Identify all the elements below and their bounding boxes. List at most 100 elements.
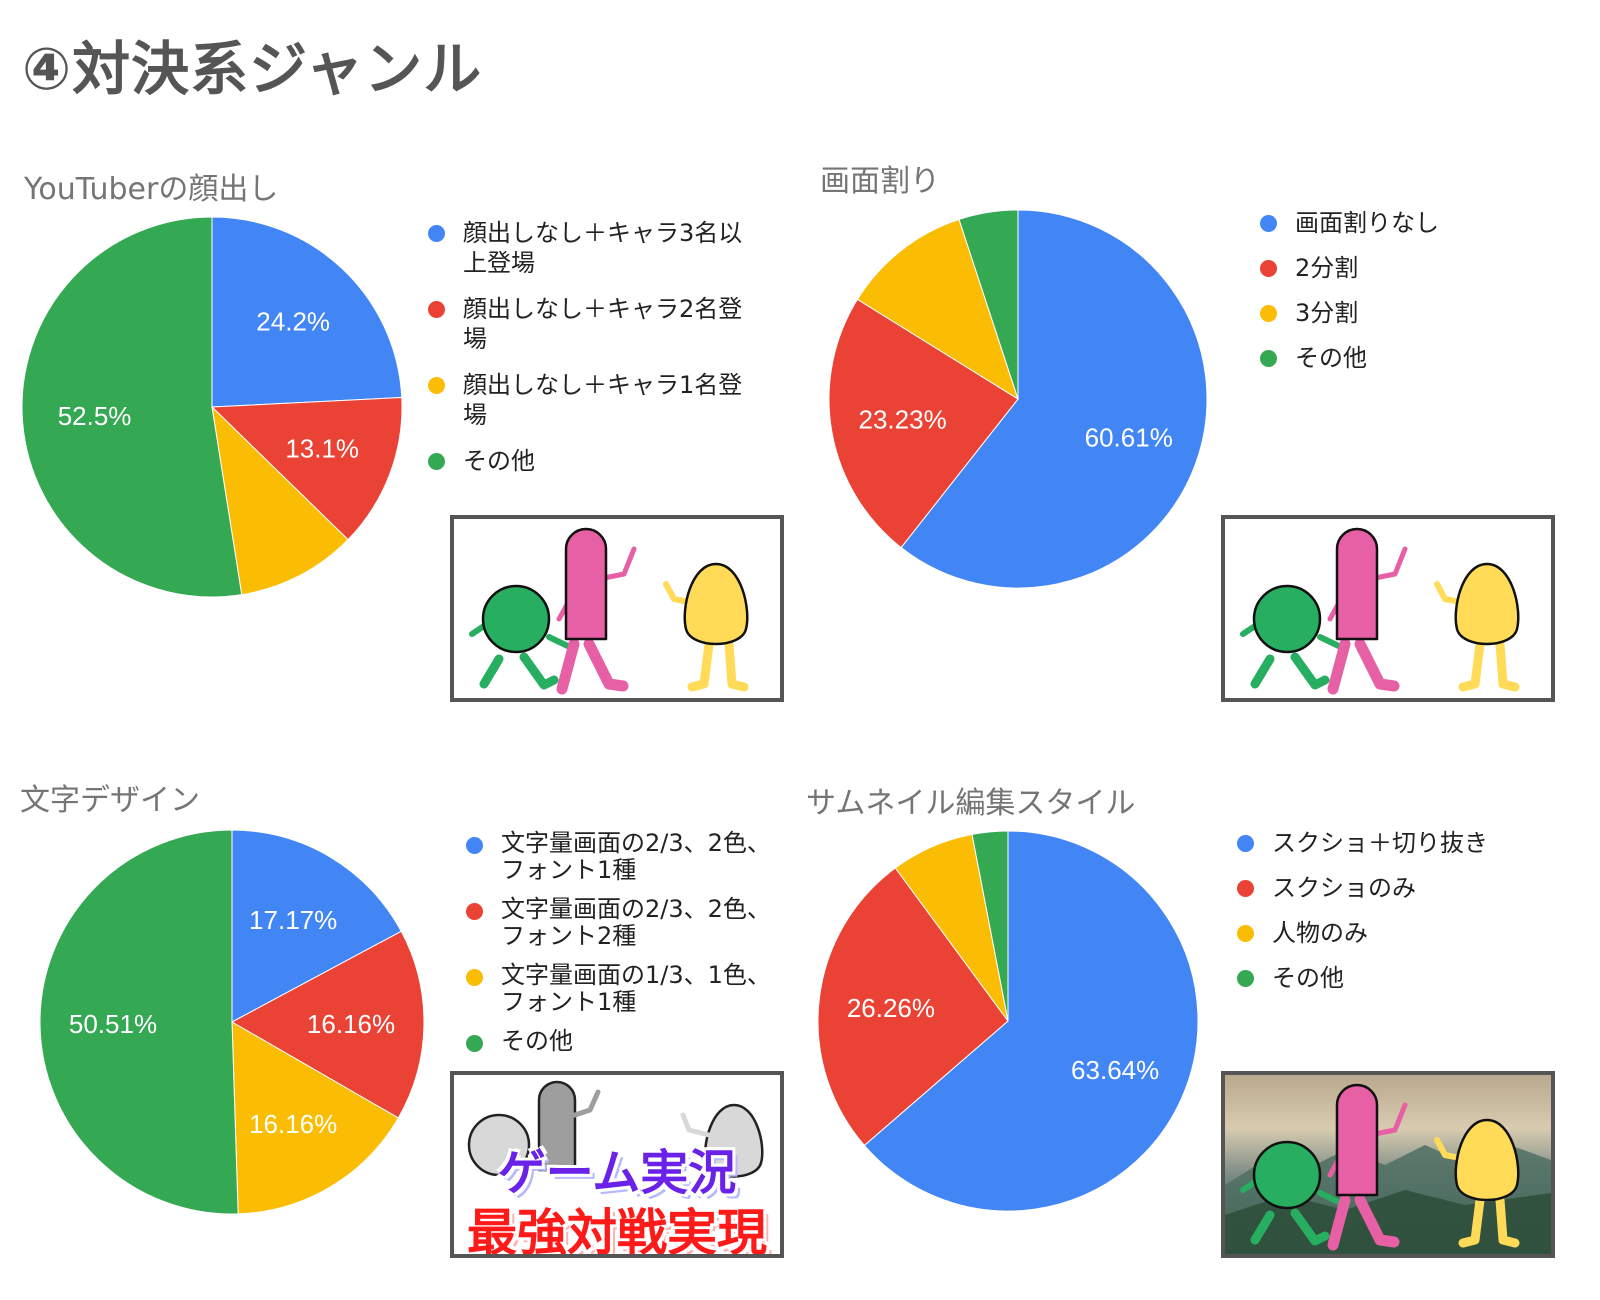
legend-item[interactable]: 文字量画面の1/3、1色、フォント1種 <box>466 962 796 1016</box>
pie-slice[interactable] <box>211 405 349 596</box>
thumbnail-text-design-sample: ゲーム実況 最強対戦実現 <box>450 1071 784 1258</box>
legend-item[interactable]: 2分割 <box>1260 253 1580 283</box>
legend-item[interactable]: 文字量画面の2/3、2色、フォント1種 <box>466 830 796 884</box>
slice-value-label: 13.1% <box>285 434 359 464</box>
legend-thumbnail-style: スクショ＋切り抜き スクショのみ 人物のみ その他 <box>1237 828 1567 1008</box>
pie-slice[interactable] <box>817 867 1009 1147</box>
legend-item[interactable]: 3分割 <box>1260 298 1580 328</box>
legend-dot-red <box>1260 260 1277 277</box>
legend-item[interactable]: 人物のみ <box>1237 918 1567 948</box>
legend-label: その他 <box>501 1027 573 1055</box>
legend-item[interactable]: スクショ＋切り抜き <box>1237 828 1567 858</box>
pie-slice[interactable] <box>856 218 1019 401</box>
legend-label: その他 <box>1295 344 1367 372</box>
legend-item[interactable]: その他 <box>466 1028 796 1055</box>
slice-value-label: 16.16% <box>307 1009 395 1039</box>
legend-label: スクショ＋切り抜き <box>1272 829 1488 857</box>
slice-value-label: 60.61% <box>1085 422 1173 452</box>
chart-title-text-design: 文字デザイン <box>20 783 200 818</box>
legend-item[interactable]: スクショのみ <box>1237 873 1567 903</box>
legend-item[interactable]: 文字量画面の2/3、2色、フォント2種 <box>466 896 796 950</box>
legend-dot-blue <box>1260 215 1277 232</box>
legend-label: 画面割りなし <box>1295 209 1439 237</box>
pie-chart-screen-split: 60.61% 23.23% <box>828 209 1208 589</box>
legend-label: その他 <box>1272 964 1344 992</box>
legend-label: スクショのみ <box>1272 874 1416 902</box>
legend-dot-green <box>466 1035 483 1052</box>
pie-slice[interactable] <box>231 829 402 1023</box>
slice-value-label: 24.2% <box>256 307 330 337</box>
page-title: ④対決系ジャンル <box>22 35 483 103</box>
legend-screen-split: 画面割りなし 2分割 3分割 その他 <box>1260 208 1580 388</box>
pie-slice[interactable] <box>21 216 243 598</box>
pie-slice[interactable] <box>211 216 403 408</box>
legend-text-design: 文字量画面の2/3、2色、フォント1種 文字量画面の2/3、2色、フォント2種 … <box>466 830 796 1067</box>
legend-label: 人物のみ <box>1272 919 1368 947</box>
characters-on-mountain-illustration <box>1225 1083 1551 1254</box>
chart-title-face-reveal: YouTuberの顔出し <box>24 172 279 207</box>
pie-chart-text-design: 17.17% 16.16% 16.16% 50.51% <box>39 829 425 1215</box>
slice-value-label: 26.26% <box>847 993 935 1023</box>
legend-dot-red <box>428 301 445 318</box>
legend-dot-red <box>466 903 483 920</box>
legend-dot-blue <box>466 837 483 854</box>
characters-illustration <box>1240 527 1520 695</box>
legend-item[interactable]: その他 <box>428 446 748 476</box>
pie-svg: 60.61% 23.23% <box>828 209 1208 589</box>
legend-label: 顔出しなし＋キャラ3名以上登場 <box>463 219 743 277</box>
pie-slice[interactable] <box>971 830 1009 1022</box>
legend-dot-blue <box>428 225 445 242</box>
legend-label: 顔出しなし＋キャラ2名登場 <box>463 295 743 353</box>
slice-value-label: 63.64% <box>1071 1055 1159 1085</box>
chart-title-screen-split: 画面割り <box>820 164 940 199</box>
pie-svg: 24.2% 13.1% 52.5% <box>21 216 403 598</box>
legend-label: 顔出しなし＋キャラ1名登場 <box>463 371 743 429</box>
pie-chart-face-reveal: 24.2% 13.1% 52.5% <box>21 216 403 598</box>
pie-slice[interactable] <box>231 1021 399 1215</box>
legend-item[interactable]: 顔出しなし＋キャラ2名登場 <box>428 294 748 354</box>
legend-label: その他 <box>463 447 535 475</box>
legend-dot-green <box>1260 350 1277 367</box>
legend-label: 文字量画面の2/3、2色、フォント2種 <box>501 895 771 950</box>
chart-title-thumbnail-style: サムネイル編集スタイル <box>806 786 1136 821</box>
slice-value-label: 16.16% <box>249 1109 337 1139</box>
legend-label: 2分割 <box>1295 254 1359 282</box>
slice-value-label: 17.17% <box>249 905 337 935</box>
legend-label: 3分割 <box>1295 299 1359 327</box>
legend-dot-green <box>428 453 445 470</box>
gray-characters-illustration <box>467 1080 764 1178</box>
characters-illustration <box>469 527 749 695</box>
thumbnail-characters-landscape <box>1221 1071 1555 1258</box>
legend-dot-yellow <box>466 969 483 986</box>
slice-value-label: 50.51% <box>69 1009 157 1039</box>
thumbnail-headline-purple: ゲーム実況 <box>497 1145 737 1201</box>
legend-label: 文字量画面の1/3、1色、フォント1種 <box>501 961 771 1016</box>
legend-dot-yellow <box>428 377 445 394</box>
pie-chart-thumbnail-style: 63.64% 26.26% <box>817 830 1199 1212</box>
thumbnail-characters-white <box>450 515 784 702</box>
legend-dot-green <box>1237 970 1254 987</box>
pie-slice[interactable] <box>900 209 1208 589</box>
pie-slice[interactable] <box>958 209 1019 400</box>
thumbnail-characters-white <box>1221 515 1555 702</box>
pie-slice[interactable] <box>230 930 425 1119</box>
legend-item[interactable]: その他 <box>1237 963 1567 993</box>
pie-svg: 17.17% 16.16% 16.16% 50.51% <box>39 829 425 1215</box>
legend-dot-red <box>1237 880 1254 897</box>
legend-label: 文字量画面の2/3、2色、フォント1種 <box>501 829 771 884</box>
pie-slice[interactable] <box>210 396 403 541</box>
legend-dot-blue <box>1237 835 1254 852</box>
legend-face-reveal: 顔出しなし＋キャラ3名以上登場 顔出しなし＋キャラ2名登場 顔出しなし＋キャラ1… <box>428 218 748 492</box>
legend-item[interactable]: その他 <box>1260 343 1580 373</box>
legend-item[interactable]: 画面割りなし <box>1260 208 1580 238</box>
slice-value-label: 23.23% <box>859 404 947 434</box>
pie-slice[interactable] <box>863 830 1199 1212</box>
thumbnail-headline-red: 最強対戦実現 <box>467 1204 767 1258</box>
pie-svg: 63.64% 26.26% <box>817 830 1199 1212</box>
pie-slice[interactable] <box>39 829 239 1215</box>
legend-item[interactable]: 顔出しなし＋キャラ3名以上登場 <box>428 218 748 278</box>
legend-dot-yellow <box>1237 925 1254 942</box>
legend-item[interactable]: 顔出しなし＋キャラ1名登場 <box>428 370 748 430</box>
pie-slice[interactable] <box>828 298 1019 549</box>
legend-dot-yellow <box>1260 305 1277 322</box>
